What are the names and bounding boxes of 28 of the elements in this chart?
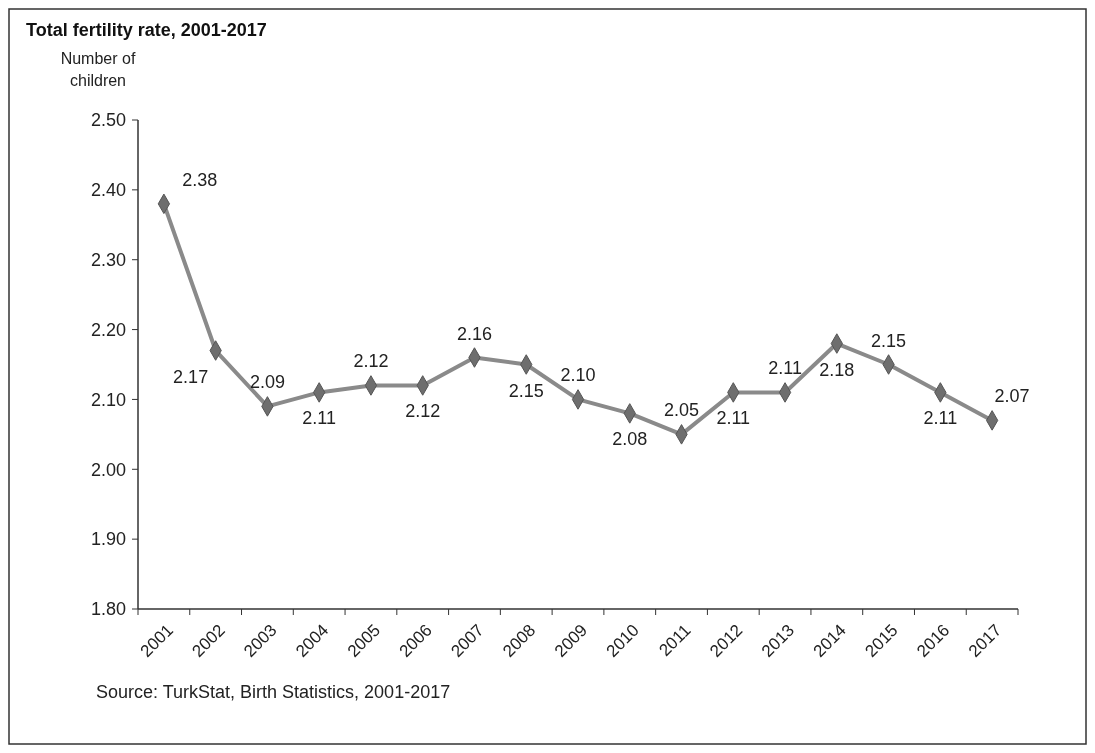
data-label: 2.11 [768, 358, 802, 379]
y-tick-label: 2.50 [90, 110, 126, 131]
data-label: 2.05 [664, 400, 700, 421]
y-tick-label: 2.30 [90, 250, 126, 271]
data-label: 2.17 [173, 366, 209, 387]
data-label: 2.08 [612, 429, 648, 450]
y-axis-title: Number of children [60, 50, 136, 89]
data-label: 2.11 [923, 408, 958, 429]
data-label: 2.15 [508, 380, 544, 401]
y-tick-label: 2.20 [90, 319, 126, 340]
data-label: 2.16 [456, 323, 492, 344]
data-label: 2.12 [353, 351, 389, 372]
chart-title: Total fertility rate, 2001-2017 [26, 20, 267, 40]
data-label: 2.09 [249, 372, 285, 393]
y-tick-label: 2.00 [90, 459, 126, 480]
data-label: 2.15 [871, 330, 907, 351]
y-tick-label: 2.40 [90, 180, 126, 201]
y-tick-label: 1.90 [90, 529, 126, 550]
data-label: 2.12 [405, 401, 441, 422]
data-label: 2.10 [560, 365, 596, 386]
data-label: 2.11 [716, 408, 751, 429]
data-label: 2.11 [302, 408, 337, 429]
source-note: Source: TurkStat, Birth Statistics, 2001-2017 [96, 682, 451, 702]
data-label: 2.38 [182, 169, 218, 190]
data-label: 2.18 [819, 359, 855, 380]
y-tick-label: 1.80 [90, 599, 126, 620]
y-tick-label: 2.10 [90, 389, 126, 410]
data-label: 2.07 [994, 386, 1030, 407]
